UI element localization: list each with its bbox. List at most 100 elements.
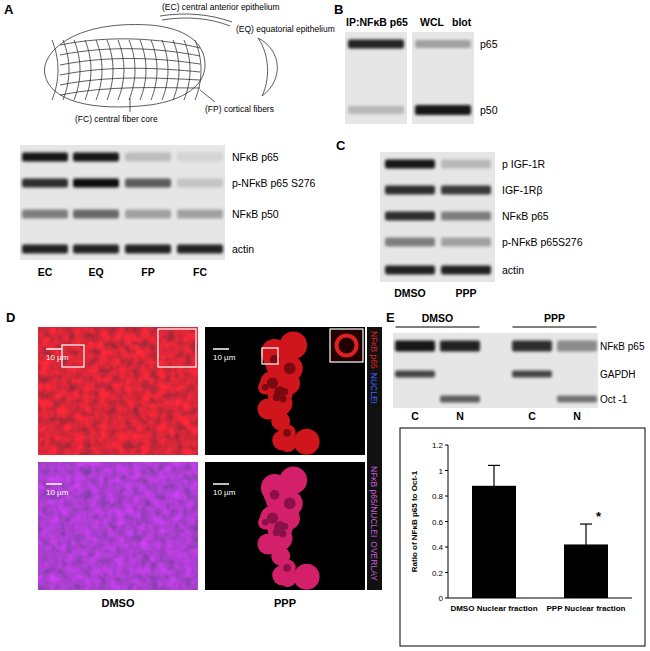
blot-band	[385, 212, 435, 221]
x-tick-label: DMSO Nuclear fraction	[450, 604, 537, 613]
blot-band	[385, 266, 435, 275]
side-label-part: NFκB p65/NUCLEI	[369, 466, 379, 537]
lane-label: FP	[141, 266, 154, 278]
lens-fiber	[60, 49, 200, 56]
micrograph	[38, 462, 198, 590]
row-label: Oct -1	[600, 394, 628, 405]
blot-band	[125, 153, 171, 162]
lens-fiber	[162, 40, 168, 100]
lens-fiber	[60, 39, 200, 48]
blot-band	[415, 40, 471, 48]
inset-frame	[330, 329, 363, 362]
y-tick-label: 0.8	[432, 492, 444, 501]
nucleus	[262, 384, 269, 391]
band-label: p65	[480, 38, 498, 50]
blot-band	[348, 106, 404, 114]
lens-fiber	[60, 78, 200, 85]
row-label: IGF-1Rβ	[502, 184, 542, 196]
y-tick	[445, 598, 448, 599]
lane-label: C	[528, 410, 536, 422]
blot-membrane	[345, 32, 407, 124]
blot-band	[177, 245, 223, 254]
epithelium-cap	[162, 18, 230, 26]
y-tick-label: 0.2	[432, 569, 444, 578]
blot-band	[440, 341, 480, 352]
blot-band	[557, 341, 597, 352]
nucleus	[283, 564, 291, 572]
row-label: NFκB p65	[502, 210, 549, 222]
band-label: p50	[480, 104, 498, 116]
label: (EQ) equatorial epithelium	[236, 24, 335, 34]
y-tick	[445, 572, 448, 573]
blot-band	[177, 210, 223, 219]
lens-fiber	[151, 40, 157, 100]
lens-fiber	[184, 40, 190, 100]
inset-frame	[158, 329, 196, 367]
nucleus	[284, 498, 296, 510]
scale-bar-label: 10 µm	[46, 488, 69, 497]
lane-label: FC	[193, 266, 207, 278]
lens-outline	[44, 25, 205, 107]
blot-band	[441, 160, 491, 169]
error-cap	[580, 564, 592, 565]
error-cap	[488, 465, 500, 466]
blot-band	[385, 160, 435, 169]
blot-membrane	[20, 145, 225, 260]
blot-band	[440, 396, 480, 403]
error-cap	[580, 523, 592, 524]
blot-membrane	[380, 152, 495, 282]
cell	[294, 564, 320, 590]
blot-band	[395, 341, 435, 352]
blot-band	[177, 179, 223, 188]
nucleus	[270, 490, 280, 500]
nucleus	[274, 521, 286, 533]
row-label: NFκB p65	[600, 341, 645, 352]
scale-bar	[46, 483, 62, 485]
row-label: NFκB p50	[232, 208, 279, 220]
equatorial-piece	[258, 38, 277, 96]
cell	[294, 429, 320, 455]
y-tick-label: 0.6	[432, 518, 444, 527]
y-tick	[445, 445, 448, 446]
label: WCL	[420, 16, 444, 28]
side-label-part: NUCLEI	[369, 373, 379, 404]
x-tick-label: PPP Nuclear fraction	[547, 604, 626, 613]
blot-band	[125, 179, 171, 188]
side-label-part: NFκB p65	[369, 331, 379, 369]
cell	[285, 340, 302, 357]
error-bar	[488, 465, 500, 506]
y-tick	[445, 547, 448, 548]
lane-label: DMSO	[394, 287, 426, 299]
error-line	[585, 524, 586, 565]
nucleus	[284, 363, 296, 375]
scale-bar	[46, 348, 62, 350]
lens-fiber	[60, 88, 200, 95]
figure-canvas: ABCDE(EC) central anterior epithelium(EQ…	[0, 0, 650, 651]
row-label: actin	[502, 264, 524, 276]
blot-membrane	[412, 32, 474, 124]
group-label: DMSO	[422, 312, 454, 324]
row-label: GAPDH	[600, 369, 636, 380]
scale-bar-label: 10 µm	[46, 353, 69, 362]
blot-membrane	[393, 333, 598, 408]
blot-band	[512, 341, 552, 352]
blot-band	[385, 238, 435, 247]
side-label-part: OVERLAY	[369, 541, 379, 581]
cell	[285, 475, 302, 492]
row-label: p-NFκB p65 S276	[232, 177, 316, 189]
lens-fiber	[63, 40, 69, 100]
cell	[277, 490, 303, 516]
blot-band	[348, 40, 404, 49]
y-tick	[445, 496, 448, 497]
blot-band	[22, 245, 68, 254]
lens-fiber	[60, 68, 200, 75]
inset-frame	[262, 348, 278, 364]
lane-label: PPP	[455, 287, 476, 299]
row-label: p-NFκB p65S276	[502, 236, 583, 248]
blot-band	[441, 186, 491, 195]
lens-fiber	[118, 40, 124, 100]
blot-band	[22, 153, 68, 162]
blot-band	[177, 153, 223, 162]
lens-fiber	[74, 40, 80, 100]
lens-fiber	[60, 58, 200, 65]
